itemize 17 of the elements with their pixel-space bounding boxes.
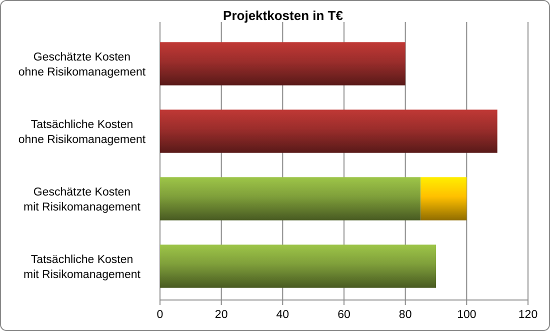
x-tick-label: 0 <box>156 309 164 321</box>
x-tick-label: 120 <box>518 309 538 321</box>
bar <box>160 177 421 220</box>
y-tick-label: Geschätzte Kosten ohne Risikomanagement <box>18 51 146 78</box>
y-tick-label: Tatsächliche Kosten ohne Risikomanagement <box>18 118 146 146</box>
bar <box>160 42 406 86</box>
x-tick-label: 40 <box>276 309 290 321</box>
x-tick-label: 60 <box>338 309 350 321</box>
chart-title: Projektkosten in T€ <box>223 8 343 23</box>
y-tick-label: Geschätzte Kosten mit Risikomanagement <box>24 186 142 214</box>
x-tick-label: 20 <box>214 309 228 321</box>
bar <box>160 244 436 288</box>
bar <box>420 177 467 220</box>
bar <box>160 110 498 153</box>
y-tick-label: Tatsächliche Kosten mit Risikomanagement <box>24 254 142 281</box>
x-tick-label: 80 <box>398 309 412 321</box>
x-tick-label: 100 <box>457 309 476 321</box>
